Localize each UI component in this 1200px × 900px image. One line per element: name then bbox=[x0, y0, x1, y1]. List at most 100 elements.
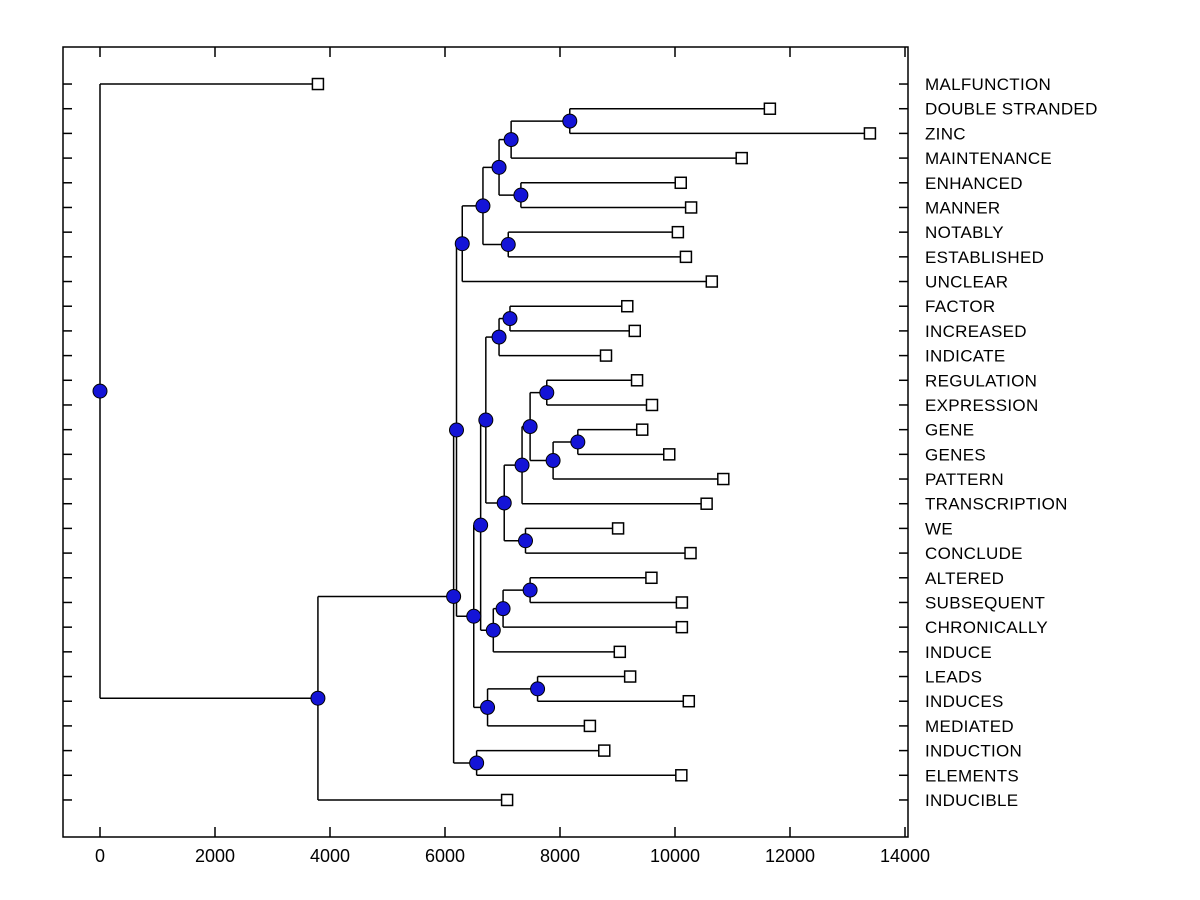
cluster-node-marker bbox=[454, 236, 470, 252]
cluster-node-marker bbox=[92, 383, 108, 399]
cluster-node-marker bbox=[496, 495, 512, 511]
leaf-label: INCREASED bbox=[925, 322, 1027, 341]
leaf-marker bbox=[675, 596, 689, 609]
leaf-label: GENES bbox=[925, 445, 986, 464]
leaf-label: TRANSCRIPTION bbox=[925, 495, 1068, 514]
cluster-node-marker bbox=[562, 113, 578, 129]
leaf-marker bbox=[675, 769, 688, 782]
leaf-marker bbox=[675, 620, 689, 634]
leaf-marker bbox=[613, 645, 627, 659]
cluster-node-marker bbox=[522, 582, 538, 598]
cluster-node-marker bbox=[522, 419, 538, 435]
leaf-marker bbox=[684, 546, 697, 560]
cluster-node-marker bbox=[473, 517, 489, 533]
leaf-marker bbox=[628, 324, 641, 338]
cluster-node-marker bbox=[514, 457, 530, 473]
x-tick-label: 4000 bbox=[310, 846, 350, 866]
leaf-label: ALTERED bbox=[925, 569, 1004, 588]
leaf-label: DOUBLE STRANDED bbox=[925, 100, 1098, 119]
leaf-marker bbox=[700, 497, 713, 510]
leaf-marker bbox=[645, 571, 658, 585]
cluster-node-marker bbox=[539, 385, 555, 401]
x-tick-label: 8000 bbox=[540, 846, 580, 866]
leaf-marker bbox=[705, 275, 719, 288]
leaf-marker bbox=[583, 719, 597, 733]
cluster-node-marker bbox=[518, 533, 533, 549]
cluster-node-marker bbox=[513, 187, 529, 203]
leaf-marker bbox=[717, 472, 730, 486]
leaf-marker bbox=[598, 744, 611, 757]
leaf-label: CONCLUDE bbox=[925, 544, 1023, 563]
leaf-label: MALFUNCTION bbox=[925, 75, 1051, 94]
leaf-marker bbox=[863, 127, 877, 140]
cluster-node-marker bbox=[446, 588, 462, 604]
cluster-node-marker bbox=[466, 608, 482, 624]
leaf-marker bbox=[599, 349, 613, 362]
cluster-node-marker bbox=[530, 681, 546, 697]
cluster-node-marker bbox=[449, 422, 464, 438]
leaf-marker bbox=[674, 176, 687, 190]
cluster-node-marker bbox=[502, 311, 518, 327]
leaf-marker bbox=[679, 250, 693, 264]
leaf-label: PATTERN bbox=[925, 470, 1004, 489]
x-tick-label: 10000 bbox=[650, 846, 700, 866]
leaf-label: FACTOR bbox=[925, 297, 995, 316]
leaf-marker bbox=[684, 201, 698, 214]
leaf-label: EXPRESSION bbox=[925, 396, 1039, 415]
leaf-label: WE bbox=[925, 519, 953, 538]
leaf-marker bbox=[635, 423, 649, 436]
cluster-node-marker bbox=[495, 601, 511, 617]
leaf-label: ENHANCED bbox=[925, 174, 1023, 193]
leaf-label: INDICATE bbox=[925, 347, 1005, 366]
leaf-marker bbox=[645, 398, 659, 412]
x-tick-label: 14000 bbox=[880, 846, 930, 866]
cluster-node-marker bbox=[478, 412, 494, 428]
leaf-label: NOTABLY bbox=[925, 223, 1004, 242]
leaf-marker bbox=[623, 670, 637, 683]
leaf-label: INDUCIBLE bbox=[925, 791, 1018, 810]
cluster-node-marker bbox=[310, 690, 326, 706]
leaf-label: ESTABLISHED bbox=[925, 248, 1044, 267]
leaf-marker bbox=[311, 77, 325, 91]
leaf-label: CHRONICALLY bbox=[925, 618, 1048, 637]
leaf-label: ELEMENTS bbox=[925, 766, 1019, 785]
leaf-label: INDUCES bbox=[925, 692, 1004, 711]
cluster-node-marker bbox=[503, 132, 519, 148]
cluster-node-marker bbox=[475, 198, 491, 214]
leaf-marker bbox=[500, 793, 514, 807]
leaf-marker bbox=[671, 225, 685, 239]
leaf-label: ZINC bbox=[925, 124, 966, 143]
leaf-marker bbox=[611, 522, 625, 535]
cluster-node-marker bbox=[491, 159, 507, 175]
leaf-marker bbox=[663, 448, 676, 461]
cluster-node-marker bbox=[500, 237, 516, 252]
leaf-label: SUBSEQUENT bbox=[925, 593, 1045, 612]
x-tick-label: 12000 bbox=[765, 846, 815, 866]
cluster-node-marker bbox=[485, 622, 501, 638]
leaf-label: REGULATION bbox=[925, 371, 1037, 390]
leaf-label: GENE bbox=[925, 421, 974, 440]
x-tick-label: 6000 bbox=[425, 846, 465, 866]
plot-box bbox=[62, 46, 909, 838]
cluster-node-marker bbox=[469, 755, 485, 771]
leaf-marker bbox=[682, 694, 696, 708]
leaf-label: MANNER bbox=[925, 198, 1000, 217]
cluster-node-marker bbox=[570, 434, 586, 450]
leaf-marker bbox=[621, 299, 634, 313]
leaf-marker bbox=[630, 374, 644, 387]
cluster-node-marker bbox=[545, 453, 561, 469]
x-tick-label: 0 bbox=[95, 846, 105, 866]
leaf-label: INDUCTION bbox=[925, 742, 1022, 761]
cluster-node-marker bbox=[491, 329, 507, 345]
leaf-marker bbox=[735, 151, 748, 165]
cluster-node-marker bbox=[480, 699, 496, 715]
leaf-label: INDUCE bbox=[925, 643, 992, 662]
leaf-label: LEADS bbox=[925, 668, 982, 687]
x-tick-label: 2000 bbox=[195, 846, 235, 866]
leaf-marker bbox=[763, 102, 777, 115]
leaf-label: UNCLEAR bbox=[925, 273, 1008, 292]
leaf-label: MAINTENANCE bbox=[925, 149, 1052, 168]
leaf-label: MEDIATED bbox=[925, 717, 1014, 736]
